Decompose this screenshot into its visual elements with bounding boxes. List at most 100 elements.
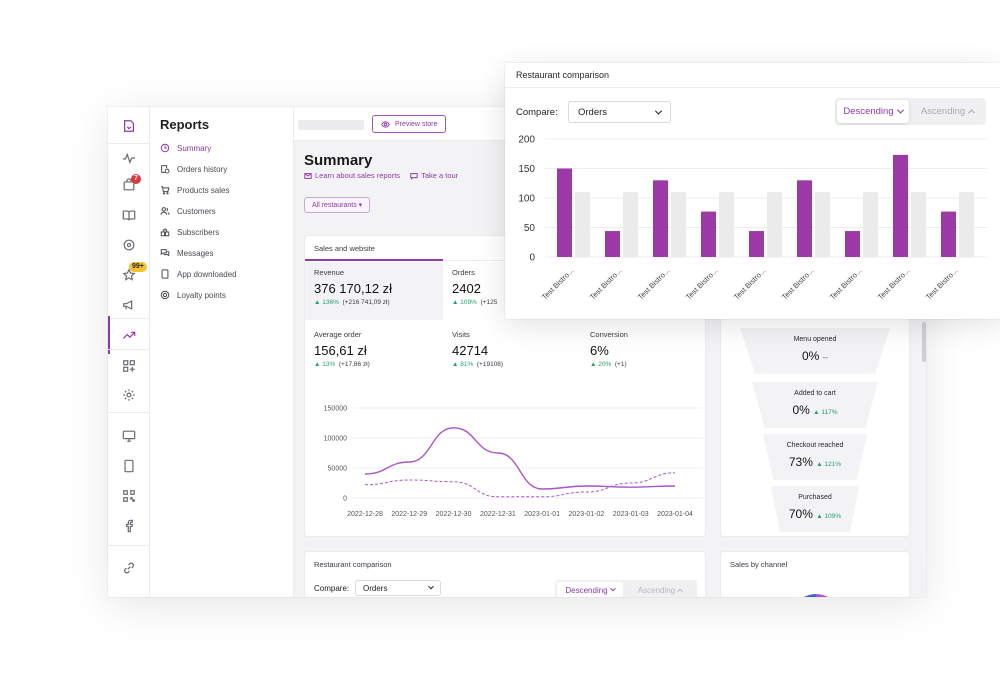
x-tick-label: Test Bistro... — [684, 266, 720, 302]
star-icon[interactable]: 99+ — [108, 262, 150, 286]
reviews-badge: 99+ — [129, 262, 147, 272]
metric-visits[interactable]: Visits 42714 ▲ 81% (+19108) — [452, 330, 504, 368]
x-tick-label: Test Bistro... — [636, 266, 672, 302]
link-icon[interactable] — [108, 557, 150, 579]
settings-icon[interactable] — [108, 384, 150, 406]
nav-item-customers[interactable]: Customers — [160, 204, 216, 218]
bag-icon[interactable]: 7 — [108, 174, 150, 196]
y-tick-label: 150000 — [324, 406, 347, 413]
line-series-previous — [364, 472, 676, 498]
users-icon — [160, 207, 170, 215]
phone-icon — [161, 269, 169, 279]
x-tick-label: 2022-12-31 — [480, 511, 516, 518]
restaurant-bar-chart: 200 150 100 50 0 Test Bistro... Test Bistro...… — [518, 135, 987, 302]
trending-icon[interactable] — [108, 316, 150, 354]
menu-book-icon[interactable] — [108, 204, 150, 226]
compare-select-small[interactable]: Orders — [355, 580, 441, 596]
sales-by-channel-card: Sales by channel — [720, 551, 910, 597]
x-tick-label: Test Bistro... — [540, 266, 576, 302]
nav-item-subscribers[interactable]: Subscribers — [160, 225, 219, 239]
channel-pie-chart — [804, 594, 828, 597]
qr-icon[interactable] — [108, 485, 150, 507]
x-tick-label: 2023-01-04 — [657, 511, 693, 518]
book-icon[interactable] — [108, 115, 150, 137]
x-tick-label: 2023-01-02 — [569, 511, 605, 518]
bar-baseline — [863, 192, 878, 257]
eye-icon — [381, 120, 390, 128]
funnel-step-purchased: Purchased 70% ▲ 109% — [771, 486, 859, 532]
x-tick-label: 2023-01-03 — [613, 511, 649, 518]
preview-store-button[interactable]: Preview store — [372, 115, 447, 133]
metric-revenue[interactable]: Revenue 376 170,12 zł ▲ 136% (+216 741,0… — [305, 262, 443, 320]
store-name-placeholder — [298, 120, 364, 130]
funnel-step-menu-opened: Menu opened 0% -- — [740, 328, 890, 374]
descending-button[interactable]: Descending — [837, 100, 909, 123]
line-series-current — [364, 427, 676, 490]
bar-orders — [605, 231, 620, 257]
mail-icon — [304, 172, 312, 179]
y-tick-label: 150 — [518, 164, 535, 175]
ascending-button-small[interactable]: Ascending — [627, 582, 693, 597]
sales-card-title: Sales and website — [314, 244, 375, 253]
compare-select[interactable]: Orders — [568, 101, 671, 123]
chevron-down-icon — [654, 107, 663, 115]
nav-item-summary[interactable]: Summary — [160, 141, 211, 155]
bar-orders — [701, 211, 716, 257]
x-tick-label: 2022-12-29 — [391, 511, 427, 518]
tour-link[interactable]: Take a tour — [410, 171, 458, 180]
clock-icon — [160, 143, 170, 153]
x-tick-label: Test Bistro... — [732, 266, 768, 302]
bar-baseline — [911, 192, 926, 257]
subscribers-icon — [160, 228, 170, 237]
messages-icon — [160, 249, 170, 257]
nav-title: Reports — [160, 117, 210, 132]
nav-item-loyalty-points[interactable]: Loyalty points — [160, 288, 226, 302]
compare-label: Compare: — [516, 107, 558, 118]
nav-item-app-downloaded[interactable]: App downloaded — [160, 267, 237, 281]
page-title: Summary — [304, 152, 373, 169]
ascending-button[interactable]: Ascending — [911, 100, 984, 123]
apps-icon[interactable] — [108, 355, 150, 377]
x-tick-label: Test Bistro... — [588, 266, 624, 302]
funnel-step-added-to-cart: Added to cart 0% ▲ 117% — [752, 382, 878, 428]
y-tick-label: 200 — [518, 135, 535, 146]
x-tick-label: Test Bistro... — [780, 266, 816, 302]
scrollbar[interactable] — [922, 322, 926, 362]
bar-orders — [845, 231, 860, 257]
bar-orders — [941, 211, 956, 257]
nav-item-messages[interactable]: Messages — [160, 246, 213, 260]
x-tick-label: Test Bistro... — [924, 266, 960, 302]
popup-title: Restaurant comparison — [516, 70, 610, 80]
y-tick-label: 100000 — [324, 436, 347, 443]
restaurant-comparison-popup: Restaurant comparison Compare: Orders De… — [505, 63, 1000, 319]
metric-orders[interactable]: Orders 2402 ▲ 109% (+125 — [452, 268, 498, 306]
descending-button-small[interactable]: Descending — [557, 582, 623, 597]
help-links: Learn about sales reports Take a tour — [304, 171, 458, 180]
tablet-icon[interactable] — [108, 455, 150, 477]
metric-conversion[interactable]: Conversion 6% ▲ 20% (+1) — [590, 330, 628, 368]
y-tick-label: 0 — [529, 253, 535, 264]
tour-icon — [410, 172, 418, 180]
facebook-icon[interactable] — [108, 515, 150, 537]
x-tick-label: 2022-12-30 — [436, 511, 472, 518]
bar-baseline — [815, 192, 830, 257]
chevron-down-icon — [896, 106, 904, 114]
monitor-icon[interactable] — [108, 425, 150, 447]
bar-baseline — [671, 192, 686, 257]
bar-orders — [797, 180, 812, 257]
bar-baseline — [623, 192, 638, 257]
metric-average-order[interactable]: Average order 156,61 zł ▲ 13% (+17,86 zł… — [314, 330, 370, 368]
x-tick-label: Test Bistro... — [828, 266, 864, 302]
y-tick-label: 100 — [518, 194, 535, 205]
sales-card: Sales and website Revenue 376 170,12 zł … — [304, 235, 707, 537]
activity-icon[interactable] — [108, 147, 150, 169]
learn-link[interactable]: Learn about sales reports — [304, 171, 400, 180]
nav-item-products-sales[interactable]: Products sales — [160, 183, 229, 197]
restaurant-filter-dropdown[interactable]: All restaurants ▾ — [304, 197, 371, 213]
icon-rail: 7 99+ — [108, 107, 150, 597]
funnel-step-checkout-reached: Checkout reached 73% ▲ 121% — [763, 434, 867, 480]
nav-item-orders-history[interactable]: Orders history — [160, 162, 227, 176]
megaphone-icon[interactable] — [108, 294, 150, 316]
x-tick-label: 2023-01-01 — [524, 511, 560, 518]
location-icon[interactable] — [108, 234, 150, 256]
